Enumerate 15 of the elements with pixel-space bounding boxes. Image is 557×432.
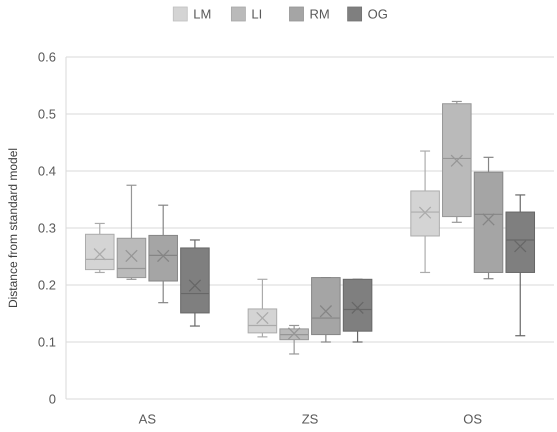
legend-label: LI bbox=[251, 6, 262, 22]
y-tick-label: 0.2 bbox=[38, 278, 56, 292]
y-tick-label: 0.4 bbox=[38, 164, 56, 178]
x-tick-label: AS bbox=[138, 412, 156, 426]
x-tick-label: ZS bbox=[302, 412, 319, 426]
y-tick-label: 0.1 bbox=[38, 334, 56, 350]
y-tick-label: 0.3 bbox=[38, 220, 56, 236]
y-tick-label: 0 bbox=[48, 392, 56, 406]
y-axis-title: Distance from standard model bbox=[6, 148, 20, 308]
y-tick-label: 0.5 bbox=[38, 106, 56, 122]
legend-label: RM bbox=[310, 6, 330, 22]
y-tick-label: 0.6 bbox=[38, 50, 56, 64]
legend-label: OG bbox=[368, 6, 388, 22]
legend-label: LM bbox=[193, 6, 212, 22]
x-tick-label: OS bbox=[463, 412, 482, 426]
